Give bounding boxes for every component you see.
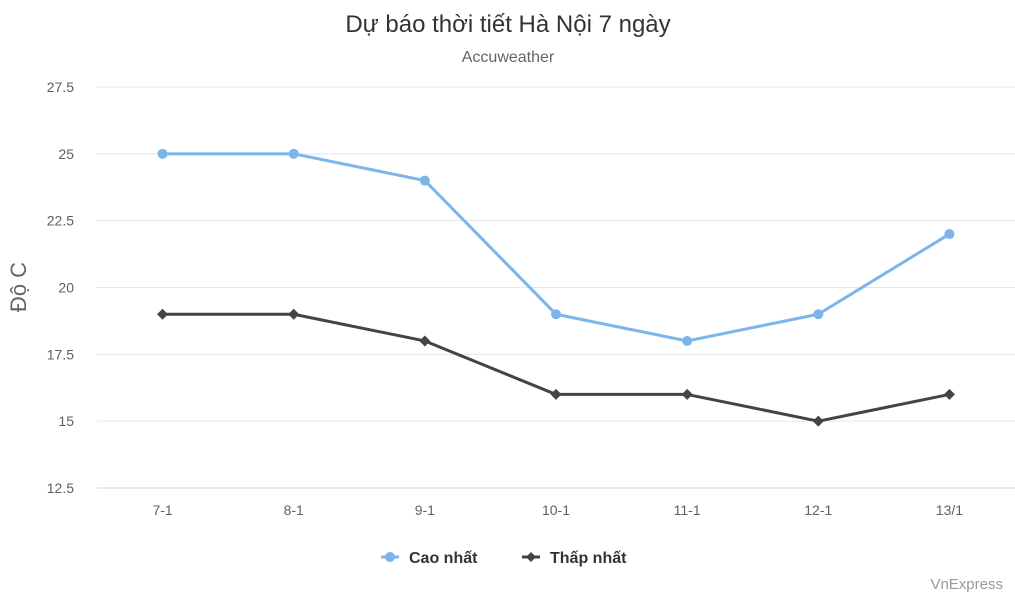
legend-marker (526, 552, 536, 562)
y-axis-label: Độ C (6, 262, 31, 312)
series-line (161, 312, 951, 423)
x-tick-label: 13/1 (936, 502, 963, 518)
data-point (813, 309, 824, 320)
y-tick-label: 22.5 (47, 213, 74, 229)
data-point (551, 309, 561, 320)
x-tick-label: 12-1 (804, 502, 832, 518)
data-point (944, 229, 955, 240)
y-tick-label: 27.5 (47, 79, 74, 95)
x-tick-label: 8-1 (284, 502, 304, 518)
data-point (681, 388, 693, 400)
legend-item: Cao nhất (381, 550, 478, 567)
data-point (943, 388, 955, 400)
chart-subtitle: Accuweather (462, 49, 555, 66)
data-point (419, 175, 430, 186)
data-point (682, 335, 693, 346)
y-axis-ticks: 12.5 15 17.5 20 22.5 25 27.5 (47, 79, 74, 496)
x-tick-label: 11-1 (674, 502, 701, 518)
y-tick-label: 15 (58, 413, 74, 429)
legend: Cao nhất Thấp nhất (381, 550, 627, 567)
data-point (288, 148, 299, 159)
data-point (812, 415, 824, 427)
y-tick-label: 12.5 (47, 480, 74, 496)
legend-marker (385, 552, 395, 562)
y-tick-label: 20 (58, 280, 74, 296)
series-group (157, 148, 955, 427)
data-point (419, 335, 431, 347)
data-point (288, 308, 300, 320)
series-1 (157, 148, 955, 346)
x-tick-label: 9-1 (415, 502, 435, 518)
data-point (157, 308, 169, 320)
legend-item: Thấp nhất (522, 550, 627, 567)
x-tick-label: 10-1 (542, 502, 570, 518)
chart-title: Dự báo thời tiết Hà Nội 7 ngày (345, 11, 670, 38)
data-point (550, 388, 562, 400)
grid-lines (97, 86, 1015, 489)
data-point (157, 148, 168, 159)
x-axis-ticks: 7-1 8-1 9-1 10-1 11-1 12-1 13/1 (152, 502, 963, 518)
legend-label: Cao nhất (409, 550, 478, 567)
y-tick-label: 25 (58, 146, 74, 162)
chart-credit: VnExpress (930, 576, 1003, 593)
legend-label: Thấp nhất (550, 550, 627, 567)
x-tick-label: 7-1 (152, 502, 172, 518)
series-2 (157, 308, 955, 427)
y-tick-label: 17.5 (47, 346, 74, 362)
